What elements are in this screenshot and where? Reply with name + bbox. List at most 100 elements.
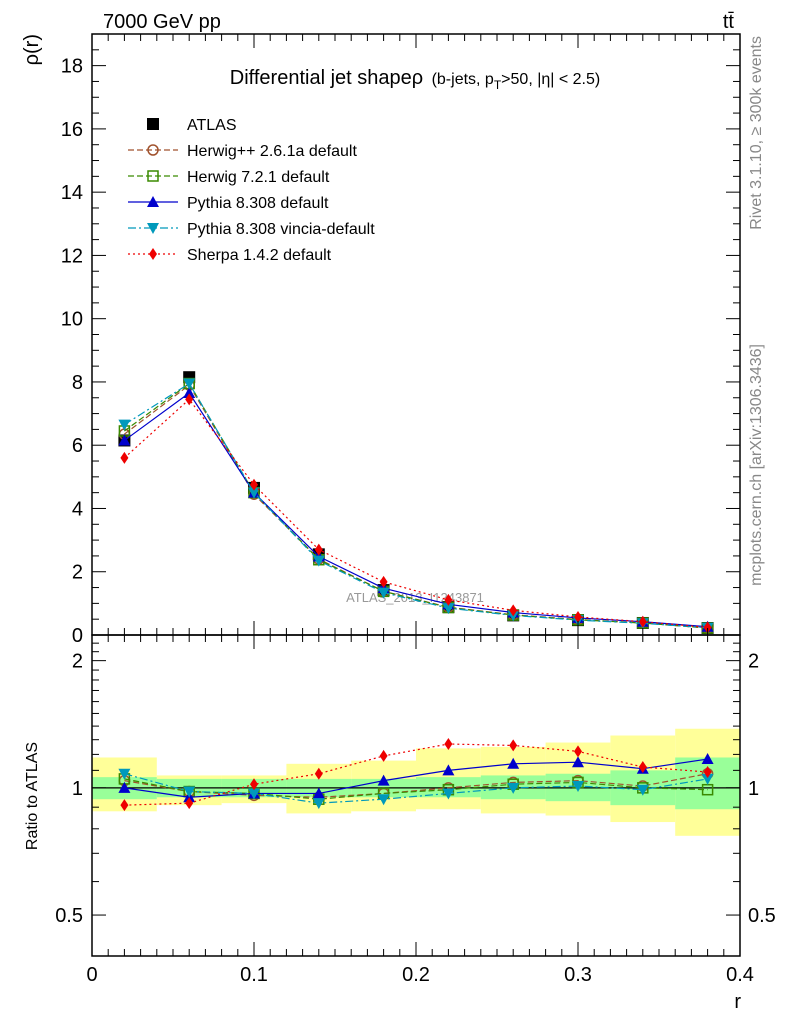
ratio-series-pythia-8-308-vincia-default — [118, 768, 714, 810]
legend: ATLAS Herwig++ 2.6.1a default Herwig 7.2.1… — [128, 117, 375, 264]
ratio-line-pythia-8-308-default — [124, 758, 708, 798]
ratio-point-pythia-8-308-default — [507, 757, 520, 769]
chart-title-suffix: (b-jets, p — [432, 71, 494, 88]
chart-title-subscript: T — [494, 78, 502, 92]
ratio-point-pythia-8-308-vincia-default — [701, 773, 714, 785]
series-sherpa-1-4-2-default — [120, 393, 712, 634]
main-y-tick-label: 14 — [61, 182, 83, 204]
legend-item-herwig-2-6-1a-default: Herwig++ 2.6.1a default — [128, 143, 357, 160]
data-point-pythia-8-308-vincia-default — [118, 419, 131, 431]
mcplots-label: mcplots.cern.ch [arXiv:1306.3436] — [748, 344, 765, 586]
data-point-sherpa-1-4-2-default — [509, 604, 518, 617]
main-y-axis-label: ρ(r) — [21, 34, 43, 65]
energy-label: 7000 GeV pp — [103, 11, 221, 33]
x-axis-label: r — [734, 991, 741, 1013]
ratio-y-tick-label-right: 0.5 — [748, 905, 776, 927]
data-point-pythia-8-308-vincia-default — [442, 603, 455, 615]
ratio-line-pythia-8-308-vincia-default — [124, 773, 708, 804]
ratio-point-sherpa-1-4-2-default — [703, 766, 712, 779]
ratio-y-axis-label: Ratio to ATLAS — [24, 742, 41, 850]
data-point-pythia-8-308-default — [118, 434, 131, 446]
ratio-point-sherpa-1-4-2-default — [638, 761, 647, 774]
main-y-tick-label: 6 — [72, 435, 83, 457]
ratio-y-tick-label-right: 1 — [748, 778, 759, 800]
ratio-point-sherpa-1-4-2-default — [509, 739, 518, 752]
ratio-point-sherpa-1-4-2-default — [314, 767, 323, 780]
legend-item-herwig-7-2-1-default: Herwig 7.2.1 default — [128, 169, 330, 186]
ratio-point-pythia-8-308-default — [118, 781, 131, 793]
legend-marker-herwig-7-2-1-default — [147, 170, 159, 182]
legend-label-atlas: ATLAS — [187, 117, 237, 134]
data-point-sherpa-1-4-2-default — [444, 593, 453, 606]
ratio-point-sherpa-1-4-2-default — [185, 797, 194, 810]
ratio-point-sherpa-1-4-2-default — [250, 778, 258, 791]
ratio-point-pythia-8-308-vincia-default — [118, 768, 131, 780]
main-y-tick-label: 12 — [61, 245, 83, 267]
ratio-line-herwig-7-2-1-default — [124, 778, 708, 800]
series-line-pythia-8-308-vincia-default — [124, 382, 708, 629]
ratio-point-pythia-8-308-vincia-default — [507, 782, 520, 794]
ratio-point-sherpa-1-4-2-default — [379, 749, 388, 762]
legend-label-herwig-7-2-1-default: Herwig 7.2.1 default — [187, 169, 330, 186]
data-point-pythia-8-308-vincia-default — [312, 555, 325, 567]
data-point-sherpa-1-4-2-default — [638, 615, 647, 628]
main-y-tick-label: 8 — [72, 372, 83, 394]
ratio-line-herwig-2-6-1a-default — [124, 773, 708, 798]
x-tick-label: 0.1 — [240, 964, 268, 986]
data-point-pythia-8-308-vincia-default — [377, 587, 390, 599]
data-point-pythia-8-308-vincia-default — [248, 487, 260, 499]
legend-item-atlas: ATLAS — [147, 117, 237, 134]
data-point-pythia-8-308-vincia-default — [183, 378, 196, 390]
data-point-sherpa-1-4-2-default — [379, 575, 388, 588]
ratio-point-sherpa-1-4-2-default — [120, 799, 129, 812]
ratio-point-pythia-8-308-default — [312, 787, 325, 799]
ratio-point-pythia-8-308-default — [377, 774, 390, 786]
data-point-sherpa-1-4-2-default — [185, 393, 194, 406]
rivet-version-label: Rivet 3.1.10, ≥ 300k events — [748, 36, 765, 230]
ratio-point-sherpa-1-4-2-default — [444, 737, 453, 750]
legend-label-herwig-2-6-1a-default: Herwig++ 2.6.1a default — [187, 143, 357, 160]
legend-item-pythia-8-308-default: Pythia 8.308 default — [128, 195, 329, 212]
ratio-point-pythia-8-308-vincia-default — [442, 788, 455, 800]
data-point-pythia-8-308-default — [183, 387, 196, 399]
main-series-group — [118, 371, 714, 635]
ratio-point-pythia-8-308-default — [701, 753, 714, 765]
process-label: tt̄ — [723, 11, 735, 33]
chart-title-tail: >50, |η| < 2.5) — [501, 71, 600, 88]
ratio-series-sherpa-1-4-2-default — [120, 737, 712, 812]
legend-item-pythia-8-308-vincia-default: Pythia 8.308 vincia-default — [128, 221, 375, 238]
ratio-point-pythia-8-308-vincia-default — [183, 786, 196, 798]
legend-label-pythia-8-308-vincia-default: Pythia 8.308 vincia-default — [187, 221, 375, 238]
data-point-sherpa-1-4-2-default — [314, 543, 323, 556]
legend-marker-pythia-8-308-default — [147, 196, 159, 207]
chart-title-main: Differential jet shapeρ — [230, 67, 423, 89]
x-tick-label: 0.4 — [726, 964, 754, 986]
ratio-y-tick-label: 0.5 — [55, 905, 83, 927]
ratio-y-tick-label-right: 2 — [748, 651, 759, 673]
data-point-sherpa-1-4-2-default — [574, 610, 582, 623]
main-y-tick-label: 2 — [72, 562, 83, 584]
chart-title: Differential jet shapeρ (b-jets, pT>50, … — [230, 67, 600, 92]
data-point-sherpa-1-4-2-default — [250, 478, 258, 491]
ratio-y-tick-label: 1 — [72, 778, 83, 800]
legend-label-sherpa-1-4-2-default: Sherpa 1.4.2 default — [187, 247, 332, 264]
ratio-point-pythia-8-308-default — [572, 756, 584, 768]
data-point-sherpa-1-4-2-default — [120, 451, 129, 464]
legend-label-pythia-8-308-default: Pythia 8.308 default — [187, 195, 329, 212]
series-line-sherpa-1-4-2-default — [123, 398, 708, 629]
x-tick-label: 0 — [86, 964, 97, 986]
ratio-point-pythia-8-308-vincia-default — [377, 794, 390, 806]
legend-marker-pythia-8-308-vincia-default — [147, 223, 159, 234]
main-y-tick-label: 10 — [61, 309, 83, 331]
legend-marker-herwig-2-6-1a-default — [147, 144, 159, 156]
ratio-y-tick-label: 2 — [72, 651, 83, 673]
ratio-point-pythia-8-308-vincia-default — [248, 788, 260, 800]
ratio-point-pythia-8-308-vincia-default — [572, 781, 584, 793]
legend-marker-sherpa-1-4-2-default — [149, 248, 157, 260]
legend-item-sherpa-1-4-2-default: Sherpa 1.4.2 default — [128, 247, 332, 264]
main-y-tick-label: 18 — [61, 56, 83, 78]
ratio-series-group — [118, 737, 714, 812]
ratio-point-pythia-8-308-vincia-default — [636, 784, 649, 796]
